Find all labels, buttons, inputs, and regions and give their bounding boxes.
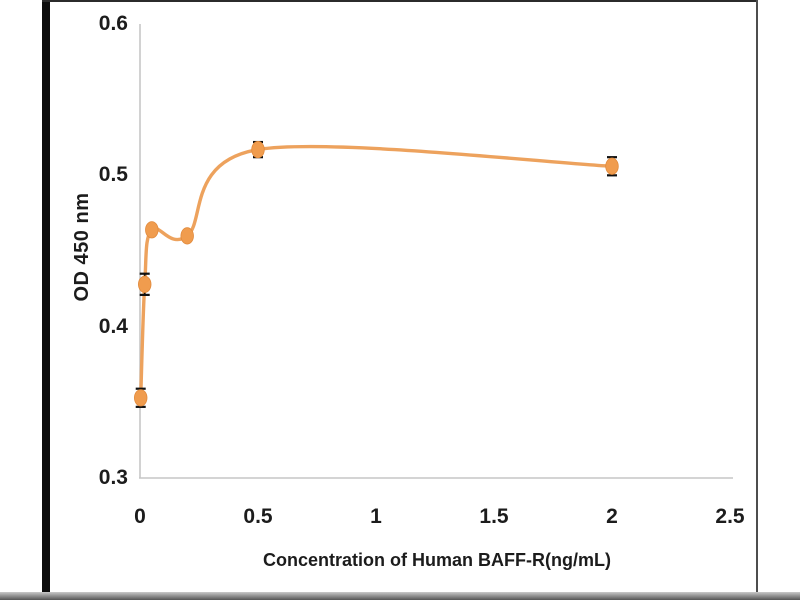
y-tick-label: 0.6 <box>98 12 128 35</box>
data-point-marker <box>145 221 159 239</box>
x-tick-label: 2 <box>606 505 618 528</box>
y-tick-label: 0.4 <box>98 314 128 338</box>
x-tick-label: 2.5 <box>715 505 745 528</box>
frame-right-border <box>756 0 758 594</box>
frame-left-bar <box>42 0 50 597</box>
data-point-marker <box>138 275 152 293</box>
y-tick-label: 0.5 <box>98 163 128 187</box>
x-tick-label: 0.5 <box>243 505 273 528</box>
y-tick-label: 0.3 <box>98 466 128 489</box>
x-tick-label: 0 <box>134 505 146 528</box>
data-point-marker <box>251 141 265 159</box>
x-axis-title: Concentration of Human BAFF-R(ng/mL) <box>263 550 611 570</box>
frame-top-border <box>42 0 758 2</box>
x-tick-label: 1 <box>370 505 382 528</box>
x-tick-label: 1.5 <box>479 505 509 528</box>
data-point-marker <box>605 157 619 175</box>
frame-bottom-strip <box>0 592 800 600</box>
data-point-marker <box>180 227 194 245</box>
series-line <box>139 144 614 400</box>
data-point-marker <box>134 389 148 407</box>
